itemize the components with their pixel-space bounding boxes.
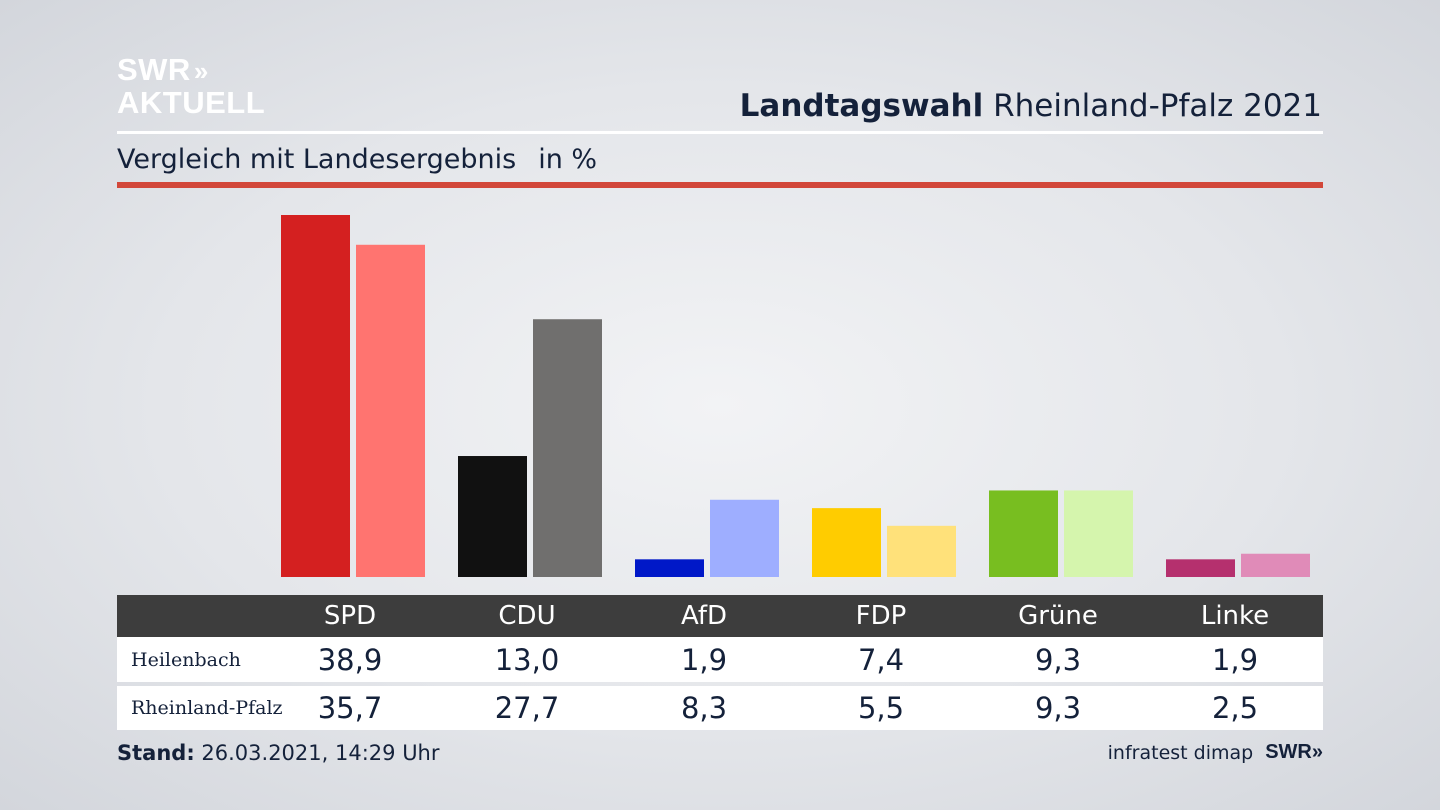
header-cell-spd: SPD (323, 601, 377, 631)
value-cell: 9,3 (1034, 691, 1082, 725)
bar-rheinland-pfalz-afd (710, 499, 779, 577)
bar-heilenbach-fdp (812, 508, 881, 577)
header-cell-linke: Linke (1200, 601, 1270, 631)
subtitle-unit: in % (538, 144, 598, 175)
value-cell: 13,0 (494, 642, 560, 677)
value-cell: 1,9 (680, 642, 728, 677)
accent-rule (117, 182, 1323, 188)
source-credit: infratest dimap SWR» (1108, 741, 1323, 764)
table-row: Rheinland-Pfalz 35,7 27,7 8,3 5,5 9,3 2,… (117, 686, 1323, 730)
stand-label: Stand: (117, 741, 195, 765)
row-label: Rheinland-Pfalz (131, 697, 283, 719)
table-row: Heilenbach 38,9 13,0 1,9 7,4 9,3 1,9 (117, 637, 1323, 682)
title-rest: Rheinland-Pfalz 2021 (993, 88, 1322, 124)
header-divider (117, 131, 1323, 134)
value-cell: 7,4 (857, 642, 905, 677)
row-label: Heilenbach (131, 648, 241, 671)
swr-aktuell-logo: SWR» AKTUELL (117, 52, 266, 120)
value-cell: 2,5 (1211, 691, 1259, 725)
bar-heilenbach-linke (1166, 559, 1235, 577)
value-cell: 5,5 (857, 691, 905, 725)
table-header-row: SPD CDU AfD FDP Grüne Linke (117, 595, 1323, 637)
bar-heilenbach-gruene (989, 490, 1058, 577)
header-cell-fdp: FDP (855, 601, 907, 631)
bar-rheinland-pfalz-cdu (533, 319, 602, 577)
value-cell: 35,7 (317, 691, 383, 725)
subtitle-text: Vergleich mit Landesergebnis (117, 144, 517, 175)
bar-heilenbach-afd (635, 559, 704, 577)
results-table: SPD CDU AfD FDP Grüne Linke Heilenbach 3… (117, 595, 1323, 730)
header-cell-afd: AfD (680, 601, 728, 631)
chart-subtitle: Vergleich mit Landesergebnis in % (117, 144, 597, 175)
value-cell: 9,3 (1034, 642, 1082, 677)
value-cell: 27,7 (494, 691, 560, 725)
bar-rheinland-pfalz-gruene (1064, 490, 1133, 577)
bar-rheinland-pfalz-fdp (887, 525, 956, 577)
source-text: infratest dimap (1107, 741, 1254, 764)
value-cell: 38,9 (317, 642, 383, 677)
swr-brand-logo: SWR» (1265, 741, 1323, 763)
value-cell: 1,9 (1211, 642, 1259, 677)
page-title: Landtagswahl Rheinland-Pfalz 2021 (740, 88, 1322, 124)
value-cell: 8,3 (680, 691, 728, 725)
header-cell-gruene: Grüne (1018, 601, 1098, 631)
stand-value: 26.03.2021, 14:29 Uhr (201, 741, 440, 765)
bar-heilenbach-cdu (458, 456, 527, 577)
title-bold: Landtagswahl (739, 88, 984, 124)
header-cell-cdu: CDU (498, 601, 556, 631)
bar-rheinland-pfalz-spd (356, 244, 425, 577)
bar-rheinland-pfalz-linke (1241, 553, 1310, 577)
timestamp: Stand: 26.03.2021, 14:29 Uhr (117, 741, 440, 765)
bar-heilenbach-spd (281, 215, 350, 577)
